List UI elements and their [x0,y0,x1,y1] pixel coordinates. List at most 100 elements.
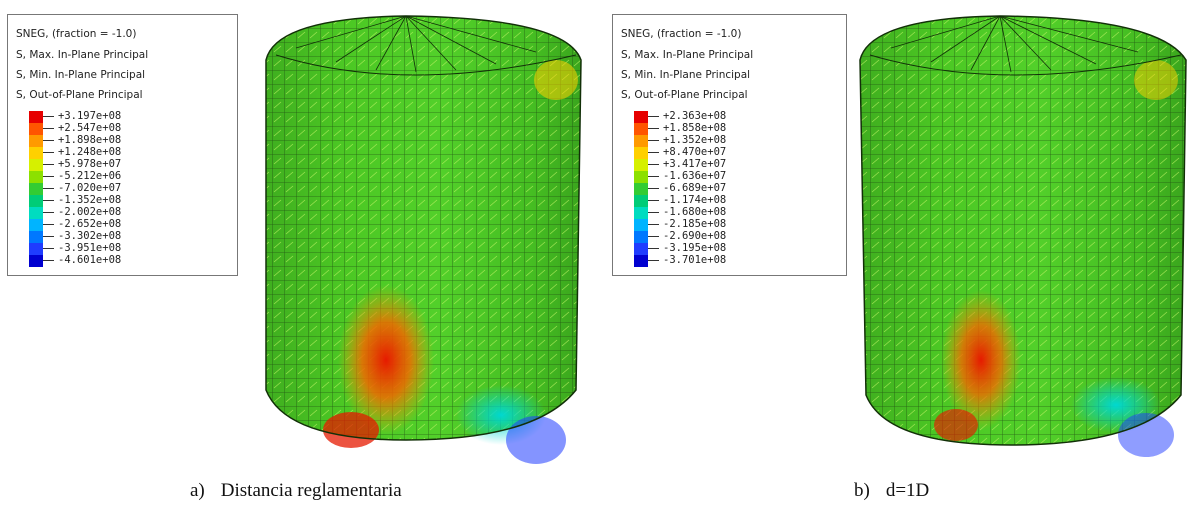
color-swatch [634,171,648,183]
scale-tick [648,200,659,201]
scale-value: -5.212e+06 [58,170,122,182]
color-swatch [29,147,43,159]
caption-label: a) [190,480,205,501]
caption-text: Distancia reglamentaria [220,480,402,501]
scale-value: -3.195e+08 [663,242,727,254]
scale-tick [648,260,659,261]
scale-value: -1.174e+08 [663,194,727,206]
scale-value: -2.652e+08 [58,218,122,230]
scale-value: +2.363e+08 [663,110,727,122]
contour-legend: SNEG, (fraction = -1.0) S, Max. In-Plane… [7,14,238,276]
scale-tick [43,152,54,153]
scale-value: -3.701e+08 [663,254,727,266]
color-swatch [29,243,43,255]
scale-value: +8.470e+07 [663,146,727,158]
scale-tick [43,248,54,249]
color-swatch [29,123,43,135]
scale-tick [648,164,659,165]
color-swatch [634,195,648,207]
legend-max-principal: S, Max. In-Plane Principal [16,49,149,61]
scale-value: -2.002e+08 [58,206,122,218]
scale-value: -3.302e+08 [58,230,122,242]
scale-tick [648,128,659,129]
figure-panel-b: SNEG, (fraction = -1.0) S, Max. In-Plane… [600,0,1198,516]
scale-tick [43,260,54,261]
color-swatch [634,255,648,267]
color-swatch [29,231,43,243]
caption-label: b) [854,480,870,501]
scale-tick [43,128,54,129]
scale-tick [43,236,54,237]
legend-variable: SNEG, (fraction = -1.0) [16,28,137,40]
color-swatch [634,231,648,243]
scale-value: -3.951e+08 [58,242,122,254]
scale-tick [648,116,659,117]
figure-caption: b) d=1D [854,480,929,502]
stress-contour-model [265,15,582,464]
color-swatch [634,207,648,219]
scale-value: -1.636e+07 [663,170,727,182]
scale-value: -7.020e+07 [58,182,122,194]
legend-max-principal: S, Max. In-Plane Principal [621,49,754,61]
legend-min-principal: S, Min. In-Plane Principal [621,69,751,81]
legend-out-of-plane: S, Out-of-Plane Principal [16,89,143,101]
scale-value: +1.858e+08 [663,122,727,134]
color-swatch [634,159,648,171]
scale-tick [648,188,659,189]
figure-caption: a) Distancia reglamentaria [190,480,402,502]
scale-tick [43,140,54,141]
figure-panel-a: SNEG, (fraction = -1.0) S, Max. In-Plane… [7,14,582,502]
scale-tick [43,116,54,117]
color-swatch [634,111,648,123]
scale-tick [648,176,659,177]
scale-tick [43,164,54,165]
scale-value: +3.197e+08 [58,110,122,122]
scale-value: -4.601e+08 [58,254,122,266]
color-scale: +3.197e+08 +2.547e+08 +1.898e+08 +1.248e… [22,111,182,267]
color-scale: +2.363e+08 +1.858e+08 +1.352e+08 +8.470e… [627,111,787,267]
color-swatch [29,159,43,171]
color-swatch [29,135,43,147]
color-swatch [29,255,43,267]
scale-tick [43,188,54,189]
legend-variable: SNEG, (fraction = -1.0) [621,28,742,40]
scale-value: -6.689e+07 [663,182,727,194]
scale-tick [648,140,659,141]
scale-tick [43,212,54,213]
color-swatch [634,243,648,255]
legend-out-of-plane: S, Out-of-Plane Principal [621,89,748,101]
scale-value: +1.898e+08 [58,134,122,146]
caption-text: d=1D [885,480,930,501]
scale-tick [43,200,54,201]
scale-value: -1.352e+08 [58,194,122,206]
scale-value: +5.978e+07 [58,158,122,170]
scale-tick [648,212,659,213]
color-swatch [634,183,648,195]
legend-min-principal: S, Min. In-Plane Principal [16,69,146,81]
color-swatch [29,207,43,219]
scale-value: +1.248e+08 [58,146,122,158]
color-swatch [29,111,43,123]
color-swatch [29,195,43,207]
color-swatch [634,147,648,159]
scale-tick [648,248,659,249]
scale-value: -1.680e+08 [663,206,727,218]
color-swatch [29,171,43,183]
scale-tick [43,176,54,177]
color-swatch [634,219,648,231]
scale-tick [648,152,659,153]
scale-tick [43,224,54,225]
scale-value: +2.547e+08 [58,122,122,134]
color-swatch [634,135,648,147]
color-swatch [29,219,43,231]
scale-tick [648,236,659,237]
color-swatch [29,183,43,195]
stress-contour-model [859,15,1187,457]
scale-value: -2.690e+08 [663,230,727,242]
scale-value: -2.185e+08 [663,218,727,230]
contour-legend: SNEG, (fraction = -1.0) S, Max. In-Plane… [612,14,847,276]
scale-tick [648,224,659,225]
scale-value: +3.417e+07 [663,158,727,170]
color-swatch [634,123,648,135]
scale-value: +1.352e+08 [663,134,727,146]
